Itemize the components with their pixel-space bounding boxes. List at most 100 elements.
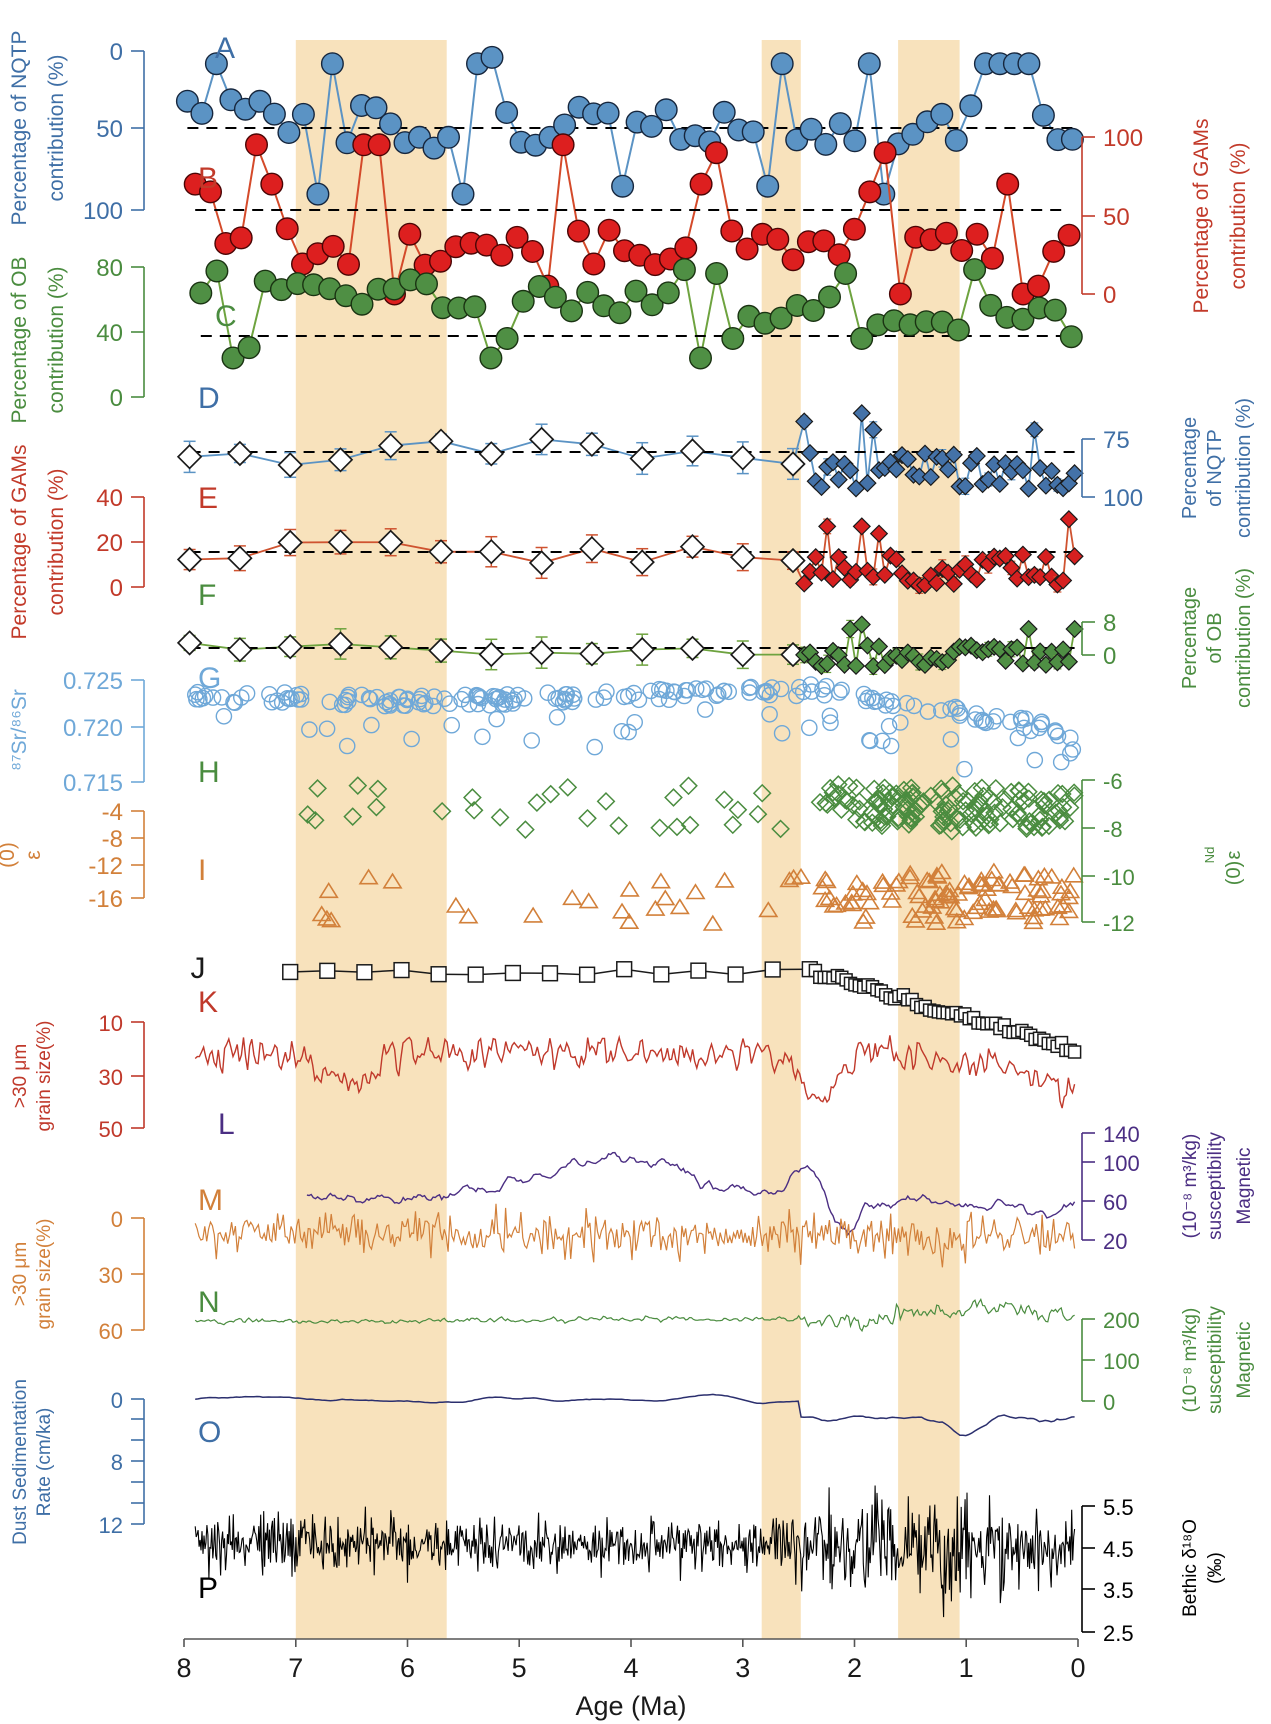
svg-text:ε: ε — [22, 850, 45, 859]
svg-text:C: C — [215, 300, 237, 333]
svg-text:Rate (cm/ka): Rate (cm/ka) — [34, 1408, 55, 1517]
svg-text:susceptibility: susceptibility — [1205, 1306, 1226, 1414]
svg-text:4: 4 — [623, 1653, 638, 1683]
svg-text:(10⁻⁸ m³/kg): (10⁻⁸ m³/kg) — [1180, 1308, 1201, 1413]
svg-text:susceptibility: susceptibility — [1205, 1132, 1226, 1240]
svg-text:0: 0 — [1070, 1653, 1085, 1683]
svg-text:100: 100 — [83, 198, 123, 225]
svg-text:-12: -12 — [88, 853, 123, 880]
svg-text:(‰): (‰) — [1205, 1552, 1226, 1584]
svg-text:-6: -6 — [1103, 769, 1123, 794]
svg-text:2: 2 — [847, 1653, 862, 1683]
svg-text:A: A — [215, 32, 235, 65]
svg-text:4.5: 4.5 — [1103, 1537, 1134, 1562]
svg-text:contribution (%): contribution (%) — [45, 54, 68, 201]
svg-text:Dust Sedimentation: Dust Sedimentation — [10, 1379, 31, 1545]
svg-text:0: 0 — [110, 575, 123, 602]
svg-text:N: N — [198, 1286, 220, 1319]
svg-text:0.725: 0.725 — [63, 668, 123, 695]
svg-text:50: 50 — [1103, 204, 1130, 231]
svg-text:Percentage of NQTP: Percentage of NQTP — [8, 31, 31, 226]
svg-text:contribution (%): contribution (%) — [1233, 398, 1255, 538]
svg-text:0: 0 — [1103, 1390, 1115, 1415]
svg-text:of NQTP: of NQTP — [1204, 429, 1226, 507]
svg-text:100: 100 — [1103, 125, 1143, 152]
svg-text:40: 40 — [96, 485, 123, 512]
svg-text:of OB: of OB — [1204, 612, 1226, 663]
svg-text:contribution (%): contribution (%) — [1233, 568, 1255, 708]
svg-text:5: 5 — [512, 1653, 527, 1683]
svg-text:-8: -8 — [102, 826, 123, 853]
svg-text:20: 20 — [96, 530, 123, 557]
svg-text:60: 60 — [1103, 1190, 1127, 1215]
svg-text:100: 100 — [1103, 485, 1143, 512]
svg-text:6: 6 — [400, 1653, 415, 1683]
svg-text:8: 8 — [1103, 610, 1116, 637]
svg-text:8: 8 — [176, 1653, 191, 1683]
svg-text:E: E — [198, 482, 218, 515]
svg-text:-10: -10 — [1103, 865, 1135, 890]
svg-text:-8: -8 — [1103, 817, 1123, 842]
svg-text:(0): (0) — [1223, 861, 1245, 885]
svg-text:Percentage: Percentage — [1179, 417, 1201, 519]
svg-text:ε: ε — [1223, 850, 1245, 859]
svg-text:0: 0 — [111, 1388, 123, 1413]
svg-text:(0): (0) — [0, 842, 19, 868]
svg-text:Percentage of GAMs: Percentage of GAMs — [1190, 119, 1213, 314]
svg-text:200: 200 — [1103, 1308, 1140, 1333]
svg-text:P: P — [198, 1572, 218, 1605]
svg-text:20: 20 — [1103, 1229, 1127, 1254]
svg-text:-16: -16 — [88, 886, 123, 913]
svg-text:K: K — [198, 986, 218, 1019]
svg-text:⁸⁷Sr/⁸⁶Sr: ⁸⁷Sr/⁸⁶Sr — [8, 689, 31, 771]
svg-text:3.5: 3.5 — [1103, 1578, 1134, 1603]
svg-text:(10⁻⁸ m³/kg): (10⁻⁸ m³/kg) — [1180, 1134, 1201, 1239]
svg-text:H: H — [198, 756, 220, 789]
svg-text:-12: -12 — [1103, 911, 1135, 936]
svg-text:Percentage of OB: Percentage of OB — [8, 257, 31, 424]
svg-text:Bethic δ¹⁸O: Bethic δ¹⁸O — [1180, 1519, 1201, 1617]
svg-text:0: 0 — [110, 39, 123, 66]
svg-text:1: 1 — [959, 1653, 974, 1683]
svg-text:L: L — [218, 1108, 235, 1141]
svg-text:0.720: 0.720 — [63, 715, 123, 742]
svg-text:grain size(%): grain size(%) — [34, 1021, 55, 1132]
svg-text:100: 100 — [1103, 1349, 1140, 1374]
svg-text:>30 μm: >30 μm — [10, 1044, 31, 1108]
svg-text:30: 30 — [99, 1065, 123, 1090]
svg-text:140: 140 — [1103, 1122, 1140, 1147]
svg-text:100: 100 — [1103, 1151, 1140, 1176]
svg-text:5.5: 5.5 — [1103, 1495, 1134, 1520]
svg-text:J: J — [191, 952, 206, 985]
svg-text:50: 50 — [96, 116, 123, 143]
svg-text:0: 0 — [110, 385, 123, 412]
svg-text:Percentage of GAMs: Percentage of GAMs — [8, 445, 31, 640]
svg-text:F: F — [198, 579, 216, 612]
svg-text:0: 0 — [1103, 282, 1116, 309]
svg-text:G: G — [198, 662, 221, 695]
svg-text:0.715: 0.715 — [63, 770, 123, 797]
svg-text:contribution (%): contribution (%) — [45, 468, 68, 615]
svg-text:B: B — [198, 162, 218, 195]
svg-text:contribution (%): contribution (%) — [1227, 142, 1250, 289]
svg-text:7: 7 — [288, 1653, 303, 1683]
svg-text:M: M — [198, 1184, 223, 1217]
svg-text:2.5: 2.5 — [1103, 1621, 1134, 1646]
svg-text:I: I — [198, 854, 206, 887]
svg-text:O: O — [198, 1416, 221, 1449]
svg-text:10: 10 — [99, 1011, 123, 1036]
svg-text:8: 8 — [111, 1450, 123, 1475]
svg-text:12: 12 — [99, 1513, 123, 1538]
svg-text:Percentage: Percentage — [1179, 587, 1201, 689]
svg-text:grain size(%): grain size(%) — [34, 1219, 55, 1330]
svg-text:0: 0 — [1103, 643, 1116, 670]
svg-text:40: 40 — [96, 320, 123, 347]
svg-text:Age (Ma): Age (Ma) — [575, 1691, 686, 1721]
svg-text:Nd: Nd — [1202, 847, 1217, 864]
svg-text:>30 μm: >30 μm — [10, 1242, 31, 1306]
svg-text:0: 0 — [111, 1207, 123, 1232]
svg-text:30: 30 — [99, 1263, 123, 1288]
svg-text:60: 60 — [99, 1319, 123, 1344]
svg-text:-4: -4 — [102, 799, 123, 826]
svg-text:80: 80 — [96, 255, 123, 282]
